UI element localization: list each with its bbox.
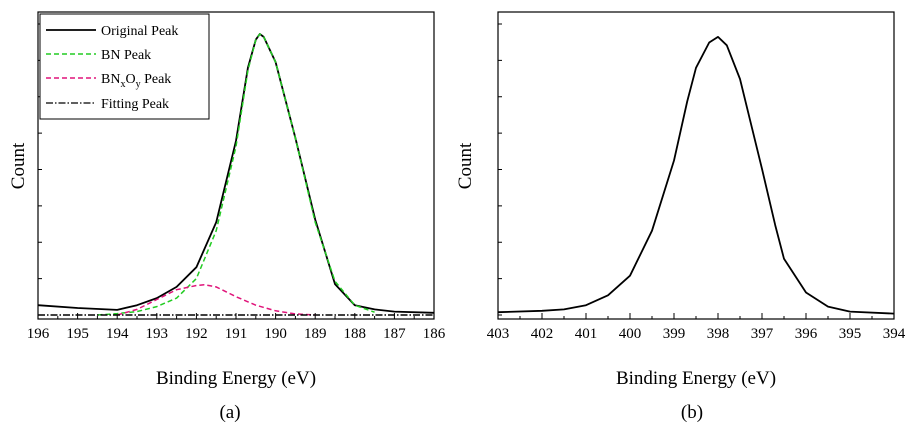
legend-label-fitting: Fitting Peak [101,97,169,112]
x-tick-label-a: 190 [264,326,287,342]
x-tick-label-b: 400 [619,326,642,342]
panel-label-a: (a) [219,402,240,423]
x-ticks-b: 403 402 401 400 399 398 397 396 395 394 [487,313,906,342]
x-tick-label-a: 191 [225,326,248,342]
x-tick-label-b: 403 [487,326,510,342]
x-tick-label-b: 401 [575,326,598,342]
legend-box [39,13,210,120]
x-tick-label-a: 193 [146,326,169,342]
series-line-a-1 [97,33,375,316]
x-tick-label-a: 188 [344,326,367,342]
x-tick-label-a: 189 [304,326,327,342]
x-tick-label-b: 394 [883,326,906,342]
x-tick-label-a: 187 [383,326,406,342]
x-tick-label-b: 396 [795,326,818,342]
y-axis-label-b: Count [455,142,476,189]
x-tick-label-a: 196 [27,326,50,342]
x-tick-label-b: 398 [707,326,730,342]
legend-label-bn: BN Peak [101,48,151,63]
x-tick-label-b: 399 [663,326,686,342]
x-axis-label-b: Binding Energy (eV) [616,368,776,389]
legend: Original Peak BN Peak BNxOy Peak Fitting… [39,13,210,120]
x-tick-label-a: 192 [185,326,208,342]
x-tick-label-a: 186 [423,326,446,342]
y-axis-label-a: Count [8,142,29,189]
x-tick-label-a: 195 [66,326,89,342]
x-tick-label-b: 397 [751,326,774,342]
x-tick-label-b: 402 [531,326,554,342]
series-line-a-2 [116,283,316,316]
series-a [37,33,435,316]
y-ticks-b [498,23,502,316]
panel-b: 403 402 401 400 399 398 397 396 395 394 Binding E… [455,11,906,423]
series-b [497,36,895,315]
panel-label-b: (b) [681,402,703,423]
x-tick-label-b: 395 [839,326,862,342]
panel-a: 196 195 194 193 192 191 190 189 188 187 186 Bindin… [8,11,446,423]
plot-frame-b [497,11,895,320]
series-line-b-0 [497,36,895,315]
x-axis-label-a: Binding Energy (eV) [156,368,316,389]
legend-label-original: Original Peak [101,24,178,39]
x-tick-label-a: 194 [106,326,129,342]
legend-label-bnxoy: BNxOy Peak [101,72,171,90]
x-ticks-a: 196 195 194 193 192 191 190 189 188 187 186 [27,313,446,342]
